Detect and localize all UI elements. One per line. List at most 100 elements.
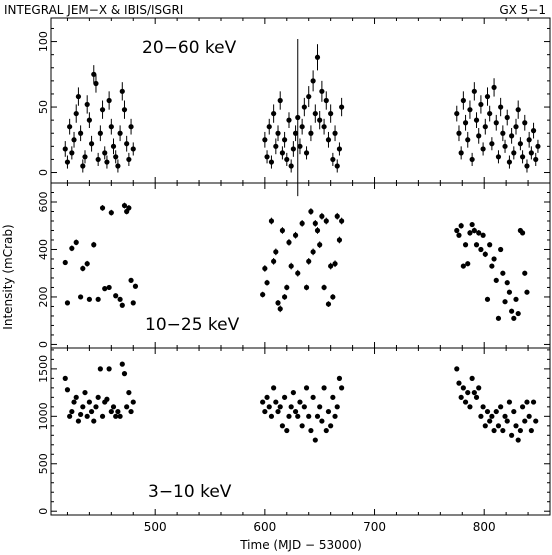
data-point [310, 249, 316, 255]
data-point [330, 156, 336, 163]
data-point [478, 246, 484, 253]
data-point [295, 413, 301, 419]
data-point [69, 245, 75, 251]
data-point [110, 404, 117, 410]
data-point [119, 361, 125, 367]
data-point [515, 437, 521, 443]
data-point [522, 270, 528, 276]
data-point [301, 404, 307, 410]
data-point [513, 124, 519, 130]
data-point [108, 210, 114, 216]
data-point [130, 146, 136, 152]
panel: 0 50 100 20−60 keV [37, 17, 551, 197]
data-point [489, 141, 495, 147]
data-point [454, 227, 460, 234]
data-point [279, 423, 286, 429]
data-point [517, 427, 523, 434]
data-point [113, 154, 119, 160]
data-point [306, 413, 312, 419]
data-point [317, 117, 323, 123]
data-point [93, 80, 99, 87]
data-point [121, 107, 128, 113]
data-point [264, 280, 270, 286]
data-point [528, 150, 534, 156]
data-point [491, 84, 497, 91]
data-point [317, 242, 323, 248]
data-point [115, 163, 121, 169]
y-tick-label: 500 [37, 453, 50, 474]
data-point [462, 399, 469, 405]
data-point [115, 408, 121, 415]
data-point [330, 294, 336, 300]
data-point [268, 159, 275, 165]
data-point [458, 394, 464, 400]
data-point [456, 130, 462, 136]
data-point [495, 154, 502, 160]
data-point [117, 296, 123, 302]
data-point [75, 418, 82, 424]
data-point [487, 242, 493, 248]
data-point [301, 104, 307, 110]
data-point [500, 427, 506, 434]
data-point [517, 141, 523, 147]
data-point [281, 137, 288, 143]
data-point [88, 141, 95, 147]
data-point [495, 423, 502, 429]
data-point [288, 263, 294, 269]
data-point [97, 130, 103, 136]
data-point [493, 120, 499, 126]
y-tick-label: 1000 [37, 402, 50, 430]
data-point [519, 154, 526, 160]
data-point [484, 408, 491, 415]
data-point [126, 205, 132, 211]
data-point [526, 137, 532, 143]
data-point [64, 387, 71, 393]
data-point [273, 249, 279, 255]
data-point [513, 423, 519, 429]
data-point [480, 232, 486, 238]
data-point [97, 366, 103, 372]
data-point [277, 306, 283, 312]
data-point [312, 110, 318, 117]
data-point [275, 130, 281, 136]
data-point [119, 88, 125, 94]
data-point [493, 277, 499, 283]
data-point [317, 404, 323, 410]
data-point [69, 150, 75, 156]
data-point [130, 300, 136, 306]
data-point [67, 124, 73, 130]
x-tick-label: 500 [144, 520, 167, 534]
data-point [277, 404, 283, 410]
data-point [91, 242, 97, 248]
data-point [279, 227, 286, 234]
data-point [535, 143, 541, 149]
data-point [325, 137, 332, 143]
data-point [454, 110, 460, 117]
energy-band-label: 3−10 keV [148, 482, 232, 502]
data-point [511, 150, 517, 156]
data-point [314, 227, 321, 234]
data-point [82, 154, 88, 160]
y-tick-label: 200 [37, 286, 50, 307]
y-tick-label: 400 [37, 239, 50, 260]
data-point [80, 163, 86, 169]
data-point [460, 385, 466, 391]
data-point [292, 130, 299, 136]
data-point [73, 394, 79, 400]
panels: 0 50 100 20−60 keV 0 200 400 600 10−25 keV 0 500 10… [37, 17, 551, 534]
data-point [487, 418, 493, 424]
data-point [473, 242, 480, 248]
data-point [308, 130, 314, 136]
data-point [509, 133, 515, 139]
data-point [519, 404, 526, 410]
data-point [325, 408, 332, 415]
data-point [275, 408, 281, 415]
data-point [482, 251, 488, 257]
data-point [319, 88, 325, 94]
data-point [290, 146, 296, 152]
data-point [310, 78, 316, 84]
data-point [290, 389, 296, 396]
data-point [108, 124, 114, 130]
data-point [119, 302, 125, 308]
data-point [312, 220, 318, 226]
